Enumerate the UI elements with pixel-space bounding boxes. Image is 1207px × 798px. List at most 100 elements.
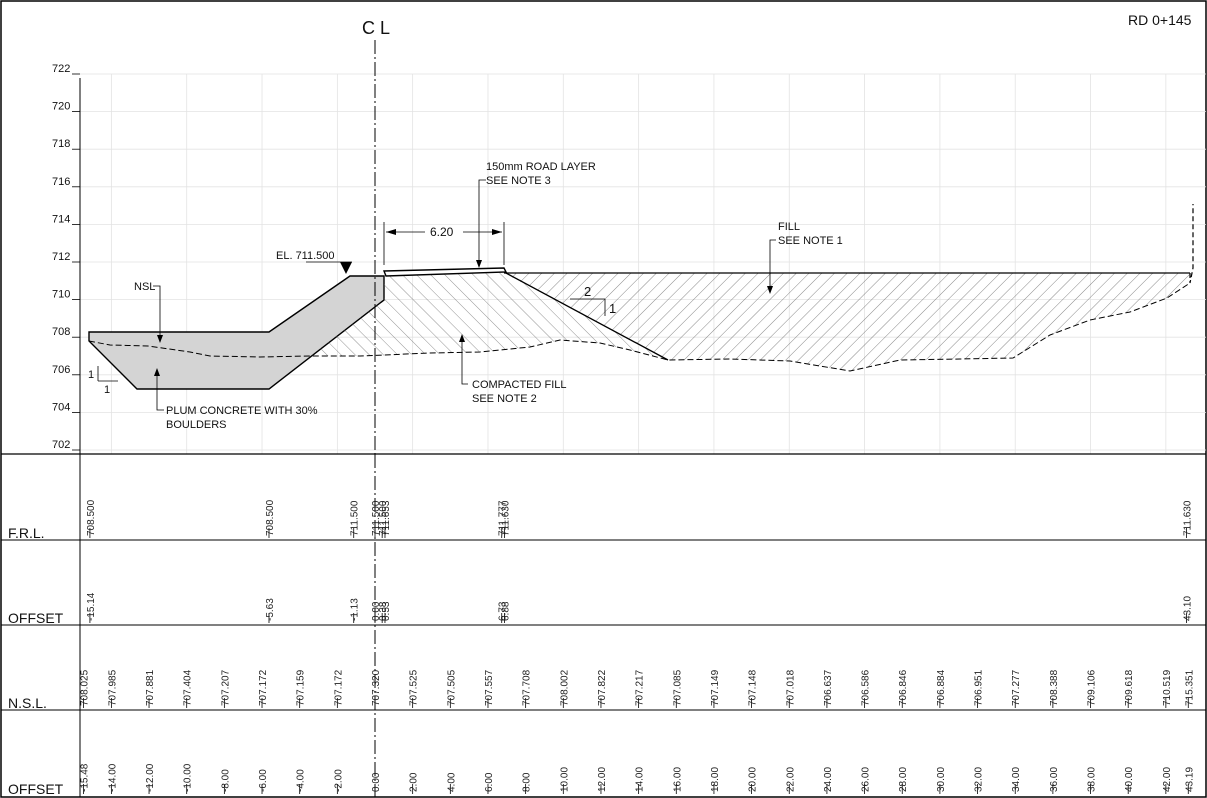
ground-offset-value: -14.00 <box>107 763 118 792</box>
road-layer-leader <box>478 179 486 264</box>
ground-offset-value: 40.00 <box>1124 767 1135 792</box>
nsl-value: 707.149 <box>710 669 721 706</box>
nsl-value: 706.637 <box>823 669 834 706</box>
design-offset-value: 0.38 <box>378 601 389 621</box>
fill-note-2: SEE NOTE 1 <box>778 235 843 247</box>
frl-value: 711.500 <box>378 500 389 536</box>
design-offset-value: -5.63 <box>265 598 276 621</box>
compacted-fill-region <box>384 271 668 360</box>
ground-offset-values: -15.48 -14.00 -12.00 -10.00 -8.00 -6.00 -4.00 -… <box>80 763 1195 794</box>
design-offset-row-label: OFFSET <box>8 610 64 626</box>
nsl-value: 707.018 <box>785 669 796 706</box>
nsl-leader-arrow <box>157 335 163 343</box>
ground-offset-value: 18.00 <box>710 767 721 792</box>
ground-offset-value: 30.00 <box>936 767 947 792</box>
nsl-value: 707.148 <box>748 669 759 706</box>
ground-offset-value: 2.00 <box>409 772 420 792</box>
ground-offset-value: -12.00 <box>145 763 156 792</box>
elevation-tick-label: 722 <box>52 63 70 75</box>
compacted-fill-leader <box>461 338 468 385</box>
nsl-value: 707.277 <box>1011 669 1022 706</box>
nsl-value: 709.618 <box>1124 669 1135 706</box>
frl-value: 711.777 <box>498 500 509 536</box>
nsl-value: 707.525 <box>409 669 420 706</box>
centerline-label: C L <box>362 18 390 38</box>
nsl-value: 707.159 <box>296 669 307 706</box>
plum-concrete-leader <box>156 372 164 411</box>
chainage-label: RD 0+145 <box>1128 12 1192 28</box>
ground-offset-value: 16.00 <box>672 767 683 792</box>
dim-arrow-right <box>492 229 502 235</box>
compacted-fill-note-2: SEE NOTE 2 <box>472 393 537 405</box>
fill-leader-arrow <box>767 286 773 294</box>
elevation-tick-label: 706 <box>52 364 70 376</box>
frl-values: 708.500 708.500 711.500 711.500711.500711.6… <box>86 499 1194 538</box>
nsl-value: 706.586 <box>861 669 872 706</box>
ground-offset-value: 12.00 <box>597 767 608 792</box>
elevation-label: EL. 711.500 <box>276 250 335 262</box>
design-offset-value: 6.73 <box>498 601 509 621</box>
design-offset-value: 0.53 <box>381 601 392 621</box>
ground-offset-value: 0.00 <box>371 772 382 792</box>
nsl-value: 709.106 <box>1087 669 1098 706</box>
ground-offset-value: 24.00 <box>823 767 834 792</box>
ground-offset-value: 26.00 <box>861 767 872 792</box>
nsl-leader <box>153 285 161 338</box>
nsl-value: 707.881 <box>145 669 156 706</box>
ground-offset-value: -10.00 <box>183 763 194 792</box>
design-offset-value: 0.00 <box>371 601 382 621</box>
width-dimension: 6.20 <box>430 225 454 239</box>
nsl-value: 706.884 <box>936 669 947 706</box>
nsl-value: 708.388 <box>1049 669 1060 706</box>
nsl-value: 715.351 <box>1184 669 1195 706</box>
fill-leader <box>769 239 776 290</box>
road-layer-note-2: SEE NOTE 3 <box>486 175 551 187</box>
ground-offset-value: 36.00 <box>1049 767 1060 792</box>
nsl-value: 707.172 <box>258 669 269 706</box>
nsl-value: 707.708 <box>522 669 533 706</box>
elevation-grid <box>80 73 1206 454</box>
elevation-tick-label: 712 <box>52 251 70 263</box>
nsl-value: 707.557 <box>484 669 495 706</box>
ground-offset-value: -8.00 <box>220 769 231 792</box>
ground-offset-value: 38.00 <box>1087 767 1098 792</box>
nsl-value: 707.217 <box>635 669 646 706</box>
nsl-row-label: N.S.L. <box>8 695 47 711</box>
slope-rise-label: 1 <box>609 301 616 316</box>
left-slope-rise-label: 1 <box>88 369 94 381</box>
nsl-values: 708.025 707.985 707.881 707.404 707.207 707.1… <box>80 669 1195 708</box>
ground-offset-value: -15.48 <box>80 763 91 792</box>
elevation-tick-label: 714 <box>52 213 70 225</box>
nsl-value: 707.822 <box>597 669 608 706</box>
nsl-value: 707.985 <box>107 669 118 706</box>
ground-offset-value: 34.00 <box>1011 767 1022 792</box>
ground-offset-value: 8.00 <box>522 772 533 792</box>
frl-value: 711.500 <box>350 500 361 536</box>
design-offset-value: 43.10 <box>1183 596 1194 621</box>
nsl-value: 708.002 <box>559 669 570 706</box>
plum-concrete-note-2: BOULDERS <box>166 419 227 431</box>
nsl-value: 706.951 <box>974 669 985 706</box>
nsl-value: 707.085 <box>672 669 683 706</box>
ground-offset-value: 22.00 <box>785 767 796 792</box>
elevation-tick-label: 716 <box>52 176 70 188</box>
nsl-value: 707.207 <box>220 669 231 706</box>
slope-run-label: 2 <box>584 284 591 299</box>
road-layer-note-1: 150mm ROAD LAYER <box>486 161 596 173</box>
nsl-note: NSL <box>134 281 155 293</box>
frl-row-label: F.R.L. <box>8 525 45 541</box>
fill-slope-line <box>503 271 669 361</box>
elevation-tick-label: 710 <box>52 289 70 301</box>
plum-concrete-leader-arrow <box>154 368 160 376</box>
ground-offset-value: 42.00 <box>1162 767 1173 792</box>
road-layer-leader-arrow <box>476 260 482 268</box>
nsl-value: 707.505 <box>446 669 457 706</box>
frl-value: 711.500 <box>371 500 382 536</box>
ground-offset-value: -4.00 <box>296 769 307 792</box>
nsl-value: 708.025 <box>80 669 91 706</box>
dim-arrow-left <box>386 229 396 235</box>
ground-offset-value: 6.00 <box>484 772 495 792</box>
ground-offset-value: -6.00 <box>258 769 269 792</box>
